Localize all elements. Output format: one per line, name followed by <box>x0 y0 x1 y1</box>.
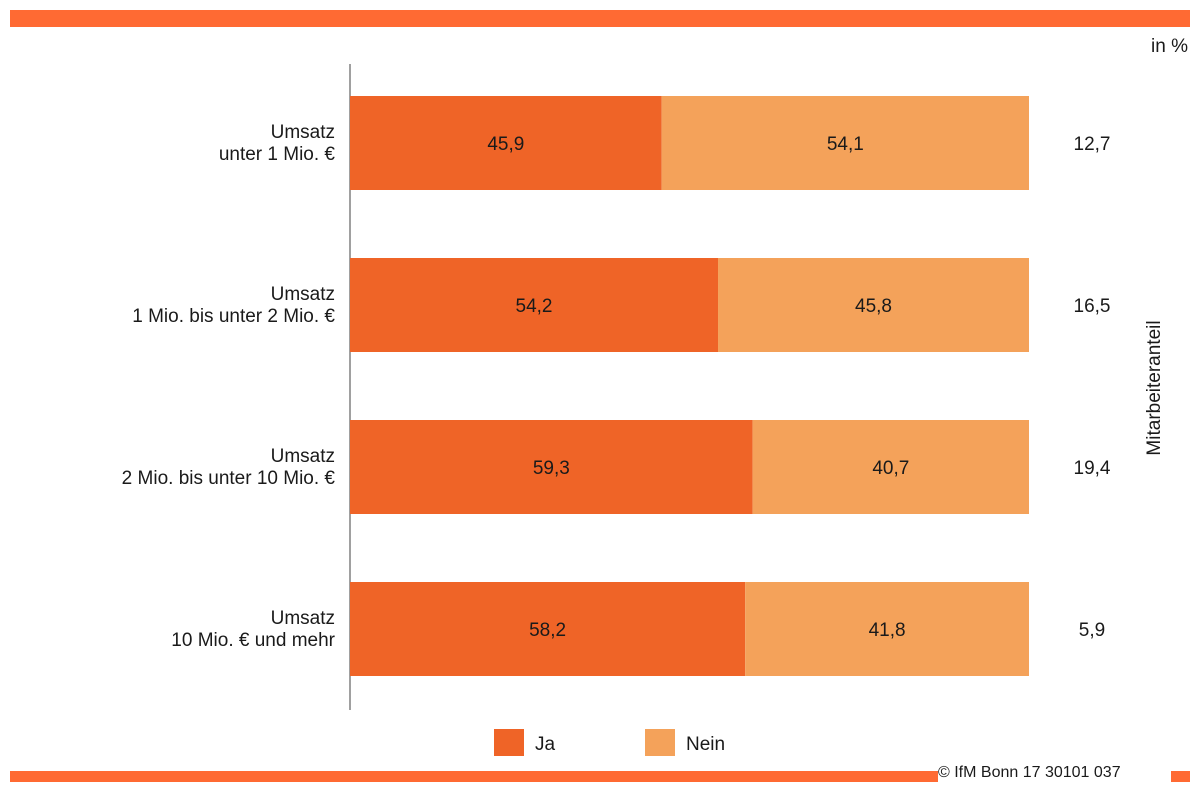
category-label-line1-1: Umsatz <box>271 284 335 305</box>
bar-nein-1 <box>718 258 1029 352</box>
side-value-0: 12,7 <box>1074 134 1111 155</box>
bar-nein-3 <box>745 582 1029 676</box>
bar-nein-2 <box>752 420 1029 514</box>
data-label-nein-3: 41,8 <box>869 620 906 641</box>
footer-accent-bar-left <box>10 771 938 782</box>
category-label-line2-2: 2 Mio. bis unter 10 Mio. € <box>122 468 336 489</box>
legend-swatch-nein <box>645 729 675 756</box>
side-value-3: 5,9 <box>1079 620 1105 641</box>
data-label-ja-3: 58,2 <box>529 620 566 641</box>
category-label-line1-2: Umsatz <box>271 446 335 467</box>
data-label-nein-1: 45,8 <box>855 296 892 317</box>
legend-swatch-ja <box>494 729 524 756</box>
bar-ja-1 <box>350 258 719 352</box>
category-label-line2-1: 1 Mio. bis unter 2 Mio. € <box>132 306 335 327</box>
footer-accent-bar-right <box>1171 771 1190 782</box>
legend-label-ja: Ja <box>535 734 556 755</box>
legend-label-nein: Nein <box>686 734 725 755</box>
bar-ja-0 <box>350 96 662 190</box>
category-label-line2-0: unter 1 Mio. € <box>219 144 336 165</box>
data-label-nein-0: 54,1 <box>827 134 864 155</box>
side-value-1: 16,5 <box>1074 296 1111 317</box>
data-label-ja-2: 59,3 <box>533 458 570 479</box>
category-label-line2-3: 10 Mio. € und mehr <box>171 630 335 651</box>
data-label-nein-2: 40,7 <box>872 458 909 479</box>
side-axis-label: Mitarbeiteranteil <box>1144 320 1165 455</box>
category-label-line1-3: Umsatz <box>271 608 335 629</box>
unit-label: in % <box>1151 36 1188 57</box>
data-label-ja-1: 54,2 <box>516 296 553 317</box>
data-label-ja-0: 45,9 <box>487 134 524 155</box>
top-accent-bar <box>10 10 1190 27</box>
bar-nein-0 <box>661 96 1029 190</box>
category-label-line1-0: Umsatz <box>271 122 335 143</box>
bar-ja-3 <box>350 582 746 676</box>
footer-credit: © IfM Bonn 17 30101 037 <box>938 764 1121 781</box>
bar-ja-2 <box>350 420 753 514</box>
side-value-2: 19,4 <box>1074 458 1111 479</box>
